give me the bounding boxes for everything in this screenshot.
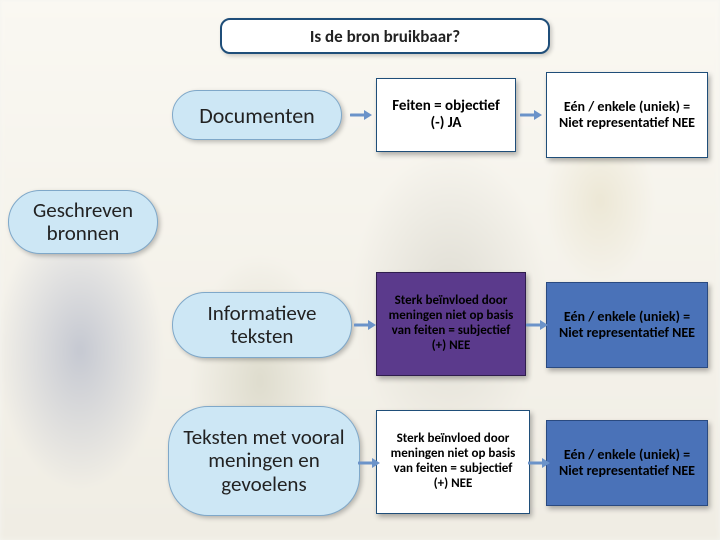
row2-mid-text: Sterk beïnvloed door meningen niet op ba… — [385, 294, 517, 354]
side-label-text: Geschreven bronnen — [19, 199, 147, 245]
arrow-icon — [350, 108, 372, 122]
row1-source-text: Documenten — [199, 102, 315, 129]
arrow-icon — [520, 108, 542, 122]
row3-mid: Sterk beïnvloed door meningen niet op ba… — [376, 410, 530, 514]
row3-source-text: Teksten met vooral meningen en gevoelens — [179, 426, 349, 495]
row2-source-text: Informatieve teksten — [183, 302, 341, 348]
row2-mid: Sterk beïnvloed door meningen niet op ba… — [376, 272, 526, 376]
arrow-icon — [528, 456, 550, 470]
diagram-canvas: Is de bron bruikbaar? Geschreven bronnen… — [0, 0, 720, 540]
row1-mid: Feiten = objectief (-) JA — [376, 78, 516, 152]
row2-source: Informatieve teksten — [172, 292, 352, 358]
arrow-icon — [358, 456, 380, 470]
arrow-icon — [526, 318, 548, 332]
row3-source: Teksten met vooral meningen en gevoelens — [168, 406, 360, 516]
row3-right-text: Eén / enkele (uniek) = Niet representati… — [555, 447, 699, 479]
row1-right-text: Eén / enkele (uniek) = Niet representati… — [555, 99, 699, 131]
title-text: Is de bron bruikbaar? — [310, 26, 460, 47]
row1-right: Eén / enkele (uniek) = Niet representati… — [546, 72, 708, 158]
side-label: Geschreven bronnen — [8, 190, 158, 254]
row2-right: Eén / enkele (uniek) = Niet representati… — [546, 282, 708, 368]
row3-mid-text: Sterk beïnvloed door meningen niet op ba… — [385, 432, 521, 492]
title-box: Is de bron bruikbaar? — [220, 18, 550, 54]
arrow-icon — [354, 318, 376, 332]
row2-right-text: Eén / enkele (uniek) = Niet representati… — [555, 309, 699, 341]
row1-source: Documenten — [172, 90, 342, 140]
row3-right: Eén / enkele (uniek) = Niet representati… — [546, 420, 708, 506]
row1-mid-text: Feiten = objectief (-) JA — [385, 98, 507, 133]
